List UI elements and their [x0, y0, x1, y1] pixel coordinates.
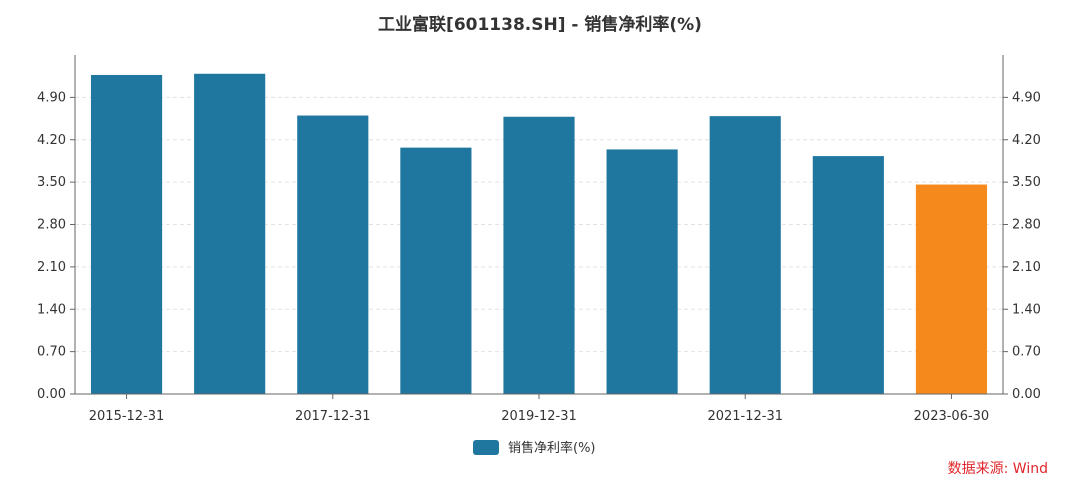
- y-tick-label-left: 2.80: [37, 218, 66, 233]
- axes: 0.00 0.00 0.70 0.70 1.40 1.40 2.10 2.10 2.80 2.80…: [37, 55, 1041, 424]
- y-tick-label-right: 4.20: [1012, 133, 1041, 148]
- y-tick-label-right: 4.90: [1012, 90, 1041, 105]
- y-tick-label-left: 1.40: [37, 302, 66, 317]
- y-tick-label-left: 4.20: [37, 133, 66, 148]
- legend: 销售净利率(%): [473, 440, 596, 456]
- bar: [90, 74, 163, 395]
- bar: [297, 115, 369, 395]
- legend-swatch: [473, 440, 499, 455]
- y-tick-label-right: 3.50: [1012, 175, 1041, 190]
- x-tick-label: 2017-12-31: [295, 409, 371, 424]
- bar: [915, 184, 988, 394]
- y-tick-label-right: 0.70: [1012, 345, 1041, 360]
- y-tick-label-right: 2.80: [1012, 218, 1041, 233]
- bar: [503, 116, 575, 394]
- source-note: 数据来源: Wind: [948, 461, 1048, 477]
- y-tick-label-left: 4.90: [37, 90, 66, 105]
- bar: [812, 156, 884, 394]
- y-tick-label-left: 2.10: [37, 260, 66, 275]
- legend-label: 销售净利率(%): [508, 440, 596, 456]
- x-tick-label: 2021-12-31: [707, 409, 783, 424]
- x-tick-label: 2023-06-30: [914, 409, 990, 424]
- y-tick-label-right: 2.10: [1012, 260, 1041, 275]
- bar: [194, 73, 266, 394]
- y-tick-label-left: 0.70: [37, 345, 66, 360]
- bar: [400, 147, 472, 394]
- chart-title: 工业富联[601138.SH] - 销售净利率(%): [378, 14, 702, 35]
- y-tick-label-right: 0.00: [1012, 387, 1041, 402]
- x-tick-label: 2019-12-31: [501, 409, 577, 424]
- bar: [606, 149, 678, 394]
- y-tick-label-left: 3.50: [37, 175, 66, 190]
- y-tick-label-left: 0.00: [37, 387, 66, 402]
- bar: [709, 116, 781, 394]
- y-tick-label-right: 1.40: [1012, 302, 1041, 317]
- x-tick-label: 2015-12-31: [89, 409, 165, 424]
- bars: [90, 73, 988, 395]
